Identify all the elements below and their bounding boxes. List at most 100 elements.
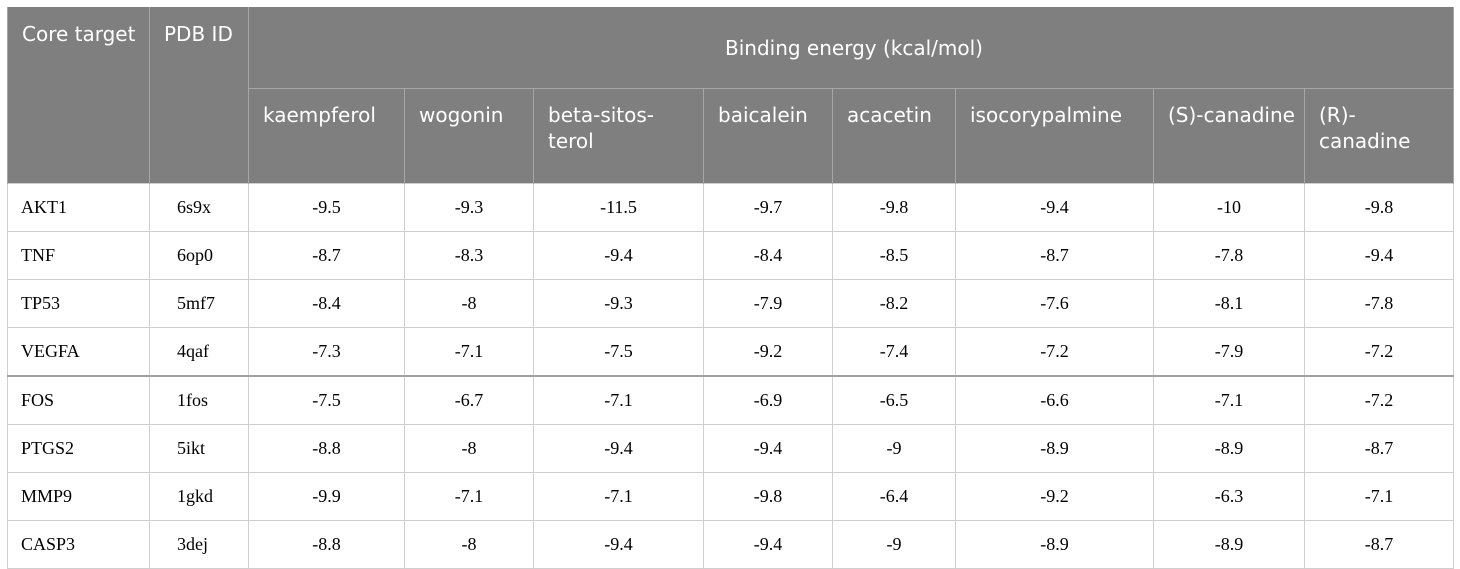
cell-binding-energy: -8.9 xyxy=(1153,520,1305,569)
cell-binding-energy: -8.5 xyxy=(832,231,956,280)
cell-core-target: AKT1 xyxy=(7,183,150,232)
cell-binding-energy: -7.1 xyxy=(1304,472,1454,521)
cell-pdb-id: 4qaf xyxy=(149,327,249,377)
cell-core-target: MMP9 xyxy=(7,472,150,521)
cell-binding-energy: -8.2 xyxy=(832,279,956,328)
header-compound: acacetin xyxy=(832,88,956,184)
header-compound: isocorypalmine xyxy=(955,88,1154,184)
cell-binding-energy: -9.3 xyxy=(404,183,534,232)
cell-binding-energy: -8.7 xyxy=(955,231,1154,280)
binding-energy-table: Core target PDB ID Binding energy (kcal/… xyxy=(7,7,1454,569)
cell-binding-energy: -9.4 xyxy=(703,520,833,569)
cell-binding-energy: -8 xyxy=(404,279,534,328)
cell-binding-energy: -9.4 xyxy=(955,183,1154,232)
cell-pdb-id: 6s9x xyxy=(149,183,249,232)
cell-binding-energy: -7.1 xyxy=(1153,375,1305,425)
header-compound: beta-sitos-terol xyxy=(533,88,704,184)
table-row: TP53 5mf7 -8.4 -8 -9.3 -7.9 -8.2 -7.6 -8.1 -7.8 xyxy=(7,279,1454,328)
cell-binding-energy: -7.4 xyxy=(832,327,956,377)
cell-binding-energy: -7.6 xyxy=(955,279,1154,328)
binding-energy-table-container: Core target PDB ID Binding energy (kcal/… xyxy=(7,7,1454,569)
header-core-target: Core target xyxy=(7,7,150,184)
cell-binding-energy: -6.4 xyxy=(832,472,956,521)
cell-binding-energy: -8.9 xyxy=(955,424,1154,473)
header-compound: baicalein xyxy=(703,88,833,184)
table-row: TNF 6op0 -8.7 -8.3 -9.4 -8.4 -8.5 -8.7 -7.8 -9.4 xyxy=(7,231,1454,280)
cell-core-target: FOS xyxy=(7,375,150,425)
cell-binding-energy: -8 xyxy=(404,520,534,569)
cell-binding-energy: -9.8 xyxy=(703,472,833,521)
cell-pdb-id: 1gkd xyxy=(149,472,249,521)
cell-binding-energy: -7.2 xyxy=(1304,375,1454,425)
cell-binding-energy: -9.4 xyxy=(533,424,704,473)
header-compound: (S)-canadine xyxy=(1153,88,1305,184)
table-row: MMP9 1gkd -9.9 -7.1 -7.1 -9.8 -6.4 -9.2 -6.3 -7.1 xyxy=(7,472,1454,521)
cell-binding-energy: -9 xyxy=(832,520,956,569)
cell-pdb-id: 3dej xyxy=(149,520,249,569)
cell-binding-energy: -9.2 xyxy=(955,472,1154,521)
cell-binding-energy: -7.1 xyxy=(533,375,704,425)
cell-binding-energy: -7.3 xyxy=(248,327,405,377)
table-body: AKT1 6s9x -9.5 -9.3 -11.5 -9.7 -9.8 -9.4 -10 -9.8… xyxy=(7,183,1454,569)
cell-core-target: VEGFA xyxy=(7,327,150,377)
cell-binding-energy: -7.1 xyxy=(404,472,534,521)
cell-core-target: TP53 xyxy=(7,279,150,328)
cell-pdb-id: 5ikt xyxy=(149,424,249,473)
cell-binding-energy: -9 xyxy=(832,424,956,473)
cell-binding-energy: -7.9 xyxy=(1153,327,1305,377)
cell-binding-energy: -8.7 xyxy=(1304,520,1454,569)
cell-binding-energy: -9.4 xyxy=(533,231,704,280)
cell-binding-energy: -9.2 xyxy=(703,327,833,377)
table-row: CASP3 3dej -8.8 -8 -9.4 -9.4 -9 -8.9 -8.9 -8.7 xyxy=(7,520,1454,569)
cell-binding-energy: -6.9 xyxy=(703,375,833,425)
cell-binding-energy: -8.9 xyxy=(955,520,1154,569)
cell-pdb-id: 6op0 xyxy=(149,231,249,280)
cell-binding-energy: -6.6 xyxy=(955,375,1154,425)
cell-pdb-id: 5mf7 xyxy=(149,279,249,328)
cell-core-target: PTGS2 xyxy=(7,424,150,473)
cell-binding-energy: -8 xyxy=(404,424,534,473)
header-compound: wogonin xyxy=(404,88,534,184)
table-row: FOS 1fos -7.5 -6.7 -7.1 -6.9 -6.5 -6.6 -7.1 -7.2 xyxy=(7,375,1454,425)
cell-binding-energy: -9.5 xyxy=(248,183,405,232)
cell-binding-energy: -8.8 xyxy=(248,520,405,569)
cell-binding-energy: -6.5 xyxy=(832,375,956,425)
cell-binding-energy: -9.4 xyxy=(703,424,833,473)
cell-binding-energy: -7.2 xyxy=(955,327,1154,377)
cell-binding-energy: -9.7 xyxy=(703,183,833,232)
cell-binding-energy: -9.4 xyxy=(1304,231,1454,280)
cell-binding-energy: -7.8 xyxy=(1304,279,1454,328)
cell-binding-energy: -9.3 xyxy=(533,279,704,328)
cell-binding-energy: -11.5 xyxy=(533,183,704,232)
cell-core-target: CASP3 xyxy=(7,520,150,569)
cell-binding-energy: -8.9 xyxy=(1153,424,1305,473)
cell-binding-energy: -9.9 xyxy=(248,472,405,521)
cell-binding-energy: -7.5 xyxy=(248,375,405,425)
cell-binding-energy: -7.2 xyxy=(1304,327,1454,377)
cell-binding-energy: -8.1 xyxy=(1153,279,1305,328)
table-row: AKT1 6s9x -9.5 -9.3 -11.5 -9.7 -9.8 -9.4 -10 -9.8 xyxy=(7,183,1454,232)
cell-binding-energy: -8.7 xyxy=(1304,424,1454,473)
cell-binding-energy: -6.3 xyxy=(1153,472,1305,521)
cell-binding-energy: -7.5 xyxy=(533,327,704,377)
cell-binding-energy: -6.7 xyxy=(404,375,534,425)
table-row: VEGFA 4qaf -7.3 -7.1 -7.5 -9.2 -7.4 -7.2 -7.9 -7.… xyxy=(7,327,1454,377)
cell-binding-energy: -9.8 xyxy=(1304,183,1454,232)
cell-binding-energy: -8.4 xyxy=(248,279,405,328)
cell-binding-energy: -7.9 xyxy=(703,279,833,328)
cell-binding-energy: -7.8 xyxy=(1153,231,1305,280)
cell-binding-energy: -7.1 xyxy=(533,472,704,521)
cell-binding-energy: -8.4 xyxy=(703,231,833,280)
table-row: PTGS2 5ikt -8.8 -8 -9.4 -9.4 -9 -8.9 -8.9 -8.7 xyxy=(7,424,1454,473)
cell-binding-energy: -8.3 xyxy=(404,231,534,280)
cell-binding-energy: -9.8 xyxy=(832,183,956,232)
cell-binding-energy: -10 xyxy=(1153,183,1305,232)
cell-binding-energy: -7.1 xyxy=(404,327,534,377)
header-compound: (R)-canadine xyxy=(1304,88,1454,184)
header-binding-energy: Binding energy (kcal/mol) xyxy=(248,7,1454,89)
cell-binding-energy: -9.4 xyxy=(533,520,704,569)
header-pdb-id: PDB ID xyxy=(149,7,249,184)
cell-pdb-id: 1fos xyxy=(149,375,249,425)
cell-binding-energy: -8.8 xyxy=(248,424,405,473)
cell-binding-energy: -8.7 xyxy=(248,231,405,280)
